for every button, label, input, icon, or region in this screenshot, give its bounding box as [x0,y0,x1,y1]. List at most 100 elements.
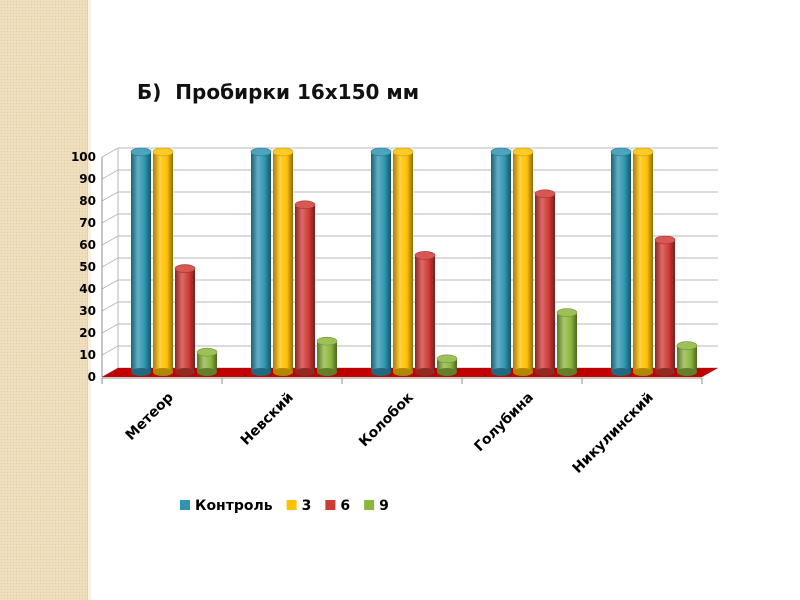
bar [632,147,654,376]
legend-item: 9 [364,498,389,514]
bar-base [611,368,631,376]
chart-legend: Контроль 3 6 9 [180,498,389,514]
bar-cap [556,308,578,317]
legend-label: 6 [340,498,350,514]
bar-cap [610,147,632,157]
x-category-label: Метеор [123,390,177,444]
bar-body [131,152,151,372]
bar-body [655,240,675,372]
legend-label: 9 [379,498,389,514]
bar-cap [196,347,218,357]
bar [196,347,218,376]
bar-cap [654,235,676,245]
bar-cap [294,200,316,210]
legend-item: 3 [286,498,312,514]
slide-title: Б) Пробирки 16х150 мм [137,80,420,104]
decorative-side-line [87,0,91,600]
y-tick-label: 40 [79,282,96,296]
bar-cap [370,147,392,157]
bar [174,264,196,376]
bar-cap [316,336,338,346]
bar [272,147,294,376]
bar-base [131,368,151,376]
y-axis-tick-labels: 0 10 20 30 40 50 60 70 80 90 100 [71,150,96,384]
bar [512,147,534,376]
bar-body [317,341,337,372]
y-tick-label: 30 [79,304,96,318]
gridline-side [101,301,119,312]
bar-cap [414,251,436,260]
bar [130,147,152,376]
bar-body [633,152,653,372]
bar-cap [174,264,196,273]
bar-base [273,368,293,376]
bar-cap [512,147,534,157]
y-tick-label: 70 [79,216,96,230]
bar-base [535,368,555,376]
bar-cap [392,147,414,157]
legend-item: Контроль [180,498,273,514]
gridline-side [101,169,119,180]
bar-body [153,152,173,372]
x-category-label: Никулинский [570,390,657,477]
chart-bars [130,147,698,376]
bar-body [393,152,413,372]
bar-cap [272,147,294,157]
bar-body [611,152,631,372]
legend-item: 6 [325,498,350,514]
bar-base [393,368,413,376]
gridline-side [101,279,119,290]
bar-body [415,255,435,372]
bar-base [197,368,217,376]
bar-cap [632,147,654,157]
y-tick-label: 10 [79,348,96,362]
bar-cap [250,147,272,157]
x-category-label: Невский [238,390,297,449]
bar [534,189,556,376]
bar [556,308,578,376]
y-tick-label: 90 [79,172,96,186]
decorative-side-strip [0,0,87,600]
bar [392,147,414,376]
legend-swatch [325,500,336,510]
legend-swatch [286,500,297,510]
legend-label: Контроль [195,498,273,514]
bar-cap [130,147,152,157]
legend-label: 3 [302,498,312,514]
bar-base [371,368,391,376]
bar-body [535,193,555,372]
chart-axes [101,157,703,384]
bar-body [175,268,195,372]
bar [414,251,436,376]
bar-base [655,368,675,376]
bar [316,336,338,376]
gridline-side [101,323,119,334]
gridline-side [101,147,119,158]
bar-body [677,345,697,372]
bar-body [371,152,391,372]
bar-body [251,152,271,372]
bar [370,147,392,376]
bar [152,147,174,376]
bar-body [557,312,577,372]
bar [250,147,272,376]
y-tick-label: 60 [79,238,96,252]
bar [490,147,512,376]
bar [610,147,632,376]
x-axis-category-labels: Метеор Невский Колобок Голубина Никулинский [123,389,657,477]
bar-body [197,352,217,372]
gridline-side [101,345,119,356]
bar-base [437,368,457,376]
legend-swatch [364,500,375,510]
bar-base [513,368,533,376]
bar [676,341,698,376]
bar-base [415,368,435,376]
bar-base [491,368,511,376]
bar-cap [436,354,458,364]
gridline-side [101,191,119,202]
bar [654,235,676,376]
bar-body [491,152,511,372]
bar-base [317,368,337,376]
bar-body [273,152,293,372]
